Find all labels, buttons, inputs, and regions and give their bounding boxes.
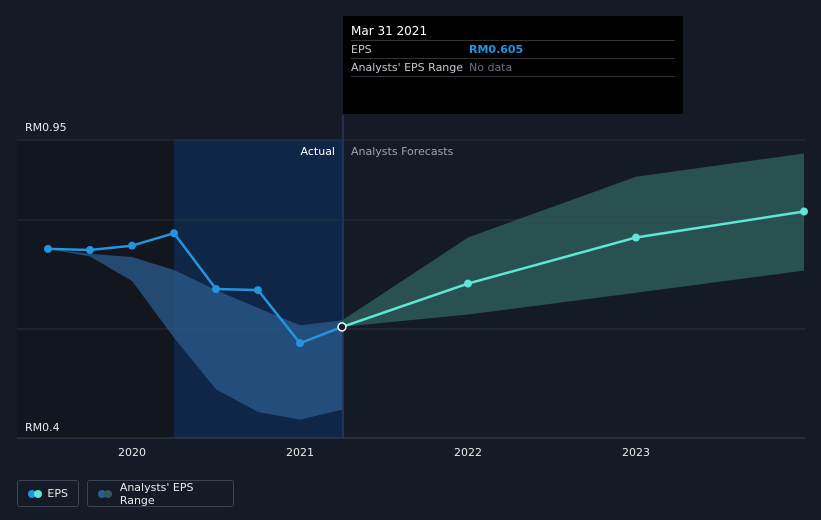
actual-label: Actual: [301, 145, 335, 158]
x-tick-2021: 2021: [286, 446, 314, 459]
eps-point-0[interactable]: [44, 244, 52, 253]
forecast-point-2[interactable]: [632, 233, 640, 242]
tooltip-eps-label: EPS: [351, 43, 372, 56]
eps-point-2[interactable]: [128, 241, 136, 250]
forecast-point-1[interactable]: [464, 279, 472, 288]
tooltip-eps-value: RM0.605: [469, 43, 524, 56]
y-label-bottom: RM0.4: [25, 421, 60, 434]
legend-eps-label: EPS: [47, 487, 68, 500]
eps-point-7[interactable]: [337, 322, 347, 332]
legend-eps-range-label: Analysts' EPS Range: [119, 480, 194, 507]
forecast-point-3[interactable]: [800, 207, 808, 216]
tooltip: Mar 31 2021 EPS RM0.605 Analysts' EPS Ra…: [343, 16, 683, 114]
x-tick-2023: 2023: [622, 446, 650, 459]
x-tick-2022: 2022: [454, 446, 482, 459]
tooltip-range-row: Analysts' EPS Range No data: [351, 59, 675, 77]
eps-point-5[interactable]: [254, 286, 262, 295]
eps-point-1[interactable]: [86, 245, 94, 254]
eps-range-swatch-icon: [98, 489, 112, 498]
legend-eps[interactable]: EPS: [17, 480, 79, 507]
legend-eps-range[interactable]: Analysts' EPS Range: [87, 480, 234, 507]
forecast-label: Analysts Forecasts: [351, 145, 454, 158]
eps-range-forecast-band: [342, 153, 804, 327]
eps-range-past-band: [48, 248, 342, 420]
eps-forecast-line: [341, 210, 805, 329]
tooltip-range-label: Analysts' EPS Range: [351, 61, 464, 74]
eps-swatch-icon: [28, 489, 42, 498]
x-tick-2020: 2020: [118, 446, 146, 459]
tooltip-eps-row: EPS RM0.605: [351, 41, 675, 59]
y-label-top: RM0.95: [25, 121, 67, 134]
eps-point-3[interactable]: [170, 229, 178, 238]
eps-point-6[interactable]: [296, 339, 304, 348]
eps-actual-line: [47, 231, 343, 345]
eps-point-4[interactable]: [212, 285, 220, 293]
tooltip-date: Mar 31 2021: [351, 16, 675, 41]
tooltip-range-value: No data: [469, 61, 513, 74]
